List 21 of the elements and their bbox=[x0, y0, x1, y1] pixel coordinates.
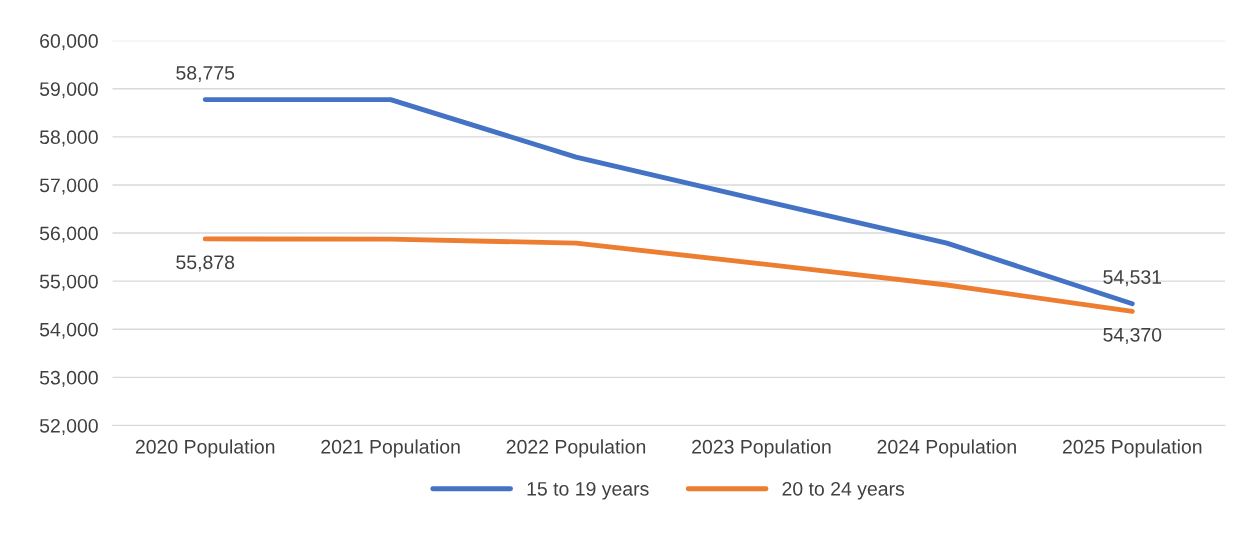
data-label: 54,370 bbox=[1103, 327, 1162, 344]
y-tick-label: 55,000 bbox=[39, 274, 98, 291]
y-tick-label: 59,000 bbox=[39, 82, 98, 99]
y-tick-label: 54,000 bbox=[39, 322, 98, 339]
y-tick-label: 57,000 bbox=[39, 178, 98, 195]
x-tick-label: 2021 Population bbox=[321, 439, 460, 458]
data-label: 58,775 bbox=[176, 66, 235, 83]
x-tick-label: 2024 Population bbox=[877, 439, 1016, 458]
data-label: 55,878 bbox=[176, 255, 235, 272]
y-tick-label: 58,000 bbox=[39, 130, 98, 147]
x-tick-label: 2020 Population bbox=[135, 439, 275, 458]
legend-label: 20 to 24 years bbox=[782, 481, 905, 500]
y-tick-label: 53,000 bbox=[39, 370, 98, 387]
x-tick-label: 2023 Population bbox=[692, 439, 831, 458]
x-tick-label: 2025 Population bbox=[1063, 439, 1202, 458]
y-tick-label: 60,000 bbox=[40, 34, 98, 51]
y-tick-label: 52,000 bbox=[39, 418, 98, 435]
y-tick-label: 56,000 bbox=[39, 226, 98, 243]
data-label: 54,531 bbox=[1103, 270, 1162, 287]
x-tick-label: 2022 Population bbox=[506, 439, 646, 458]
legend-label: 15 to 19 years bbox=[527, 481, 649, 500]
